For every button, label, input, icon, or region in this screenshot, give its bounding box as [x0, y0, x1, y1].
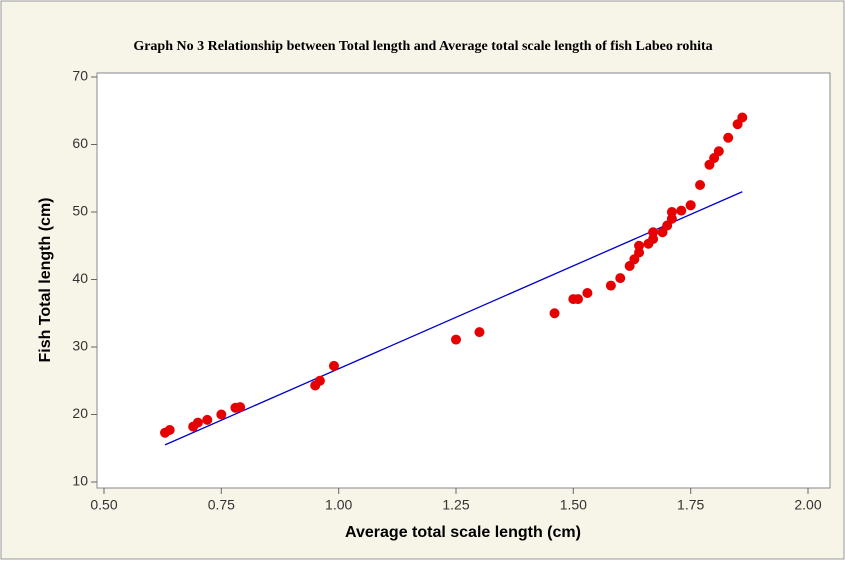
- point: [474, 327, 485, 338]
- y-tick-label: 40: [72, 270, 88, 286]
- point: [328, 360, 339, 371]
- x-tick-label: 1.50: [560, 497, 587, 513]
- point: [695, 180, 706, 190]
- point: [676, 205, 687, 216]
- y-tick-label: 30: [72, 338, 88, 354]
- y-tick-label: 70: [72, 68, 88, 84]
- point: [235, 402, 246, 413]
- chart-title: Graph No 3 Relationship between Total le…: [133, 39, 712, 54]
- point: [314, 375, 325, 386]
- point: [582, 288, 593, 298]
- point: [451, 334, 461, 345]
- x-tick-label: 1.75: [677, 497, 704, 513]
- point: [549, 308, 560, 319]
- point: [605, 280, 616, 291]
- point: [723, 132, 734, 143]
- point: [713, 146, 724, 157]
- x-tick-label: 0.50: [90, 497, 117, 513]
- y-tick-label: 20: [72, 405, 88, 421]
- point: [202, 414, 213, 425]
- point: [666, 207, 677, 217]
- x-tick-label: 1.00: [325, 497, 352, 513]
- point: [164, 425, 175, 436]
- plot-area: [96, 72, 831, 489]
- point: [573, 294, 584, 305]
- x-tick-label: 1.25: [442, 497, 469, 513]
- point: [192, 417, 203, 428]
- point: [634, 240, 645, 251]
- point: [615, 273, 626, 284]
- y-tick-label: 10: [72, 473, 88, 489]
- x-tick-label: 2.00: [794, 497, 821, 513]
- point: [737, 112, 748, 123]
- y-tick-label: 50: [72, 203, 88, 219]
- fit-line: [164, 191, 743, 446]
- point: [648, 227, 659, 238]
- point: [216, 409, 227, 420]
- x-axis-label: Average total scale length (cm): [345, 524, 581, 541]
- y-tick-label: 60: [72, 135, 88, 151]
- x-tick-label: 0.75: [208, 497, 235, 513]
- point: [685, 200, 696, 211]
- y-axis-label: Fish Total length (cm): [37, 197, 54, 362]
